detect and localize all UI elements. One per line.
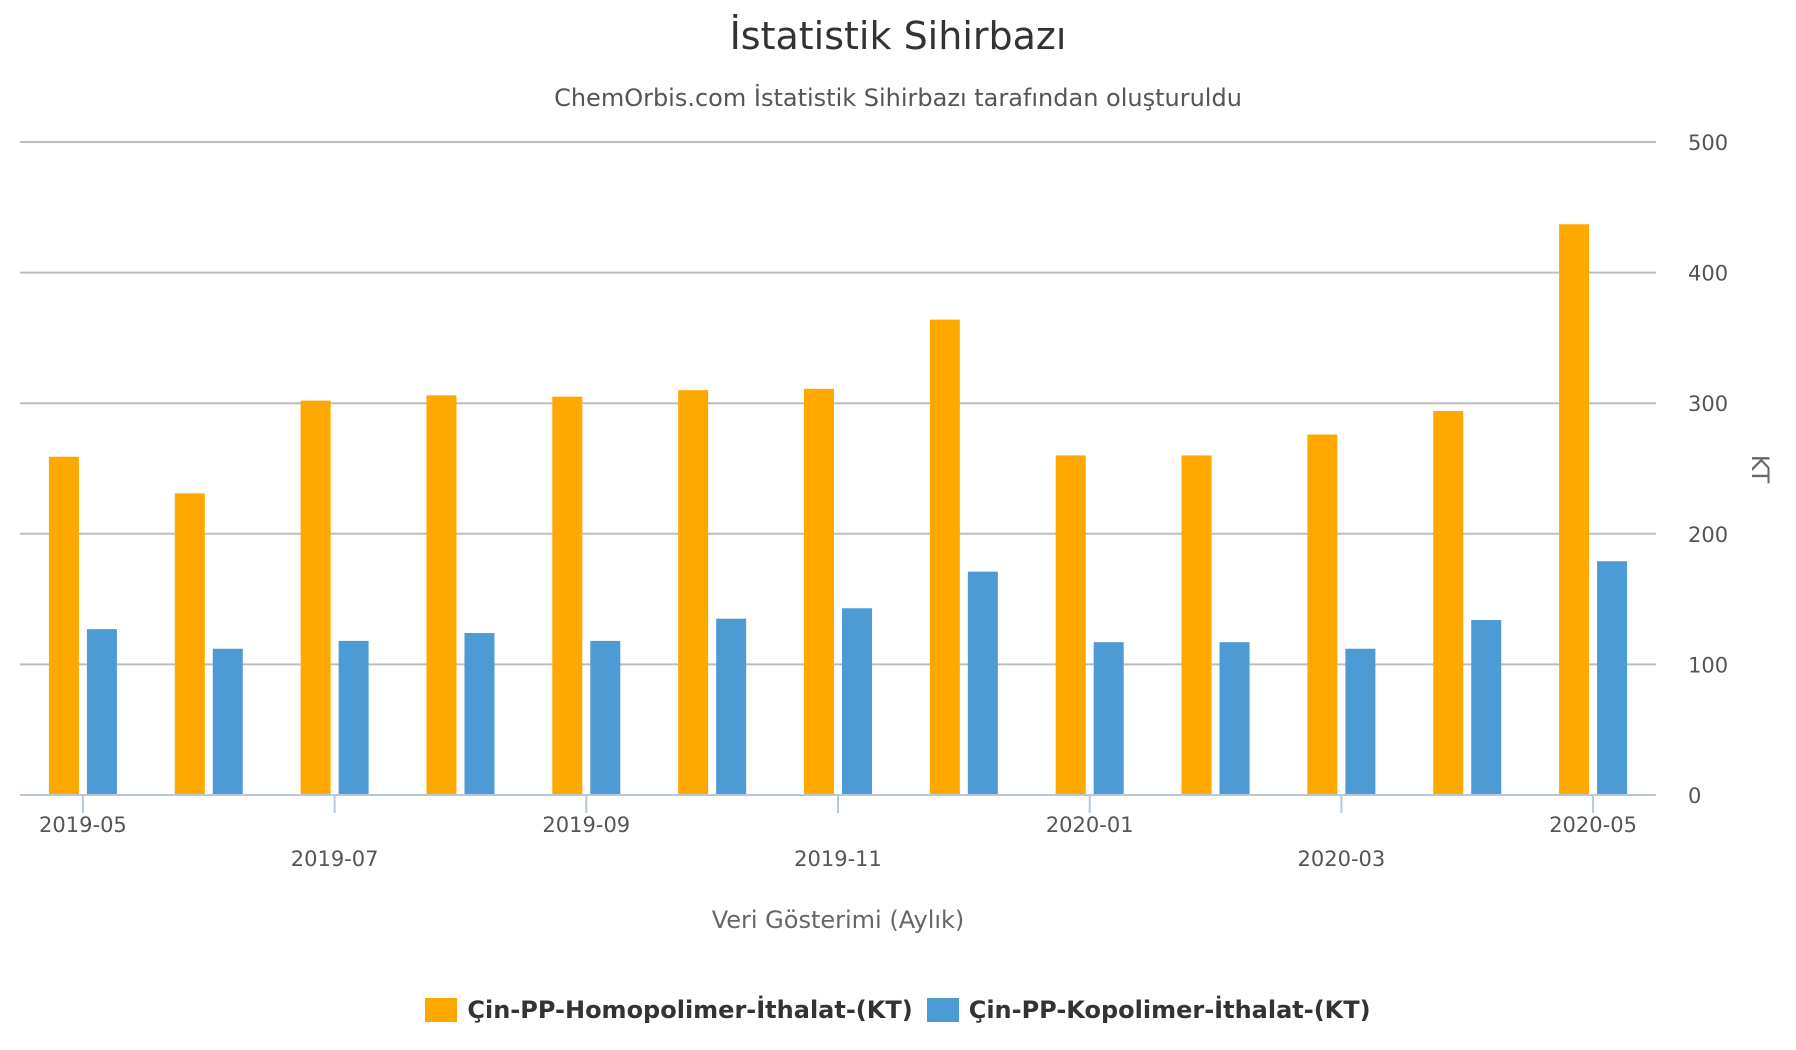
- chart-title: İstatistik Sihirbazı: [729, 14, 1067, 58]
- x-tick-label: 2019-05: [39, 813, 127, 837]
- y-tick-label: 500: [1688, 131, 1728, 155]
- bar-kopolimer: [590, 640, 621, 795]
- legend-swatch: [926, 998, 959, 1022]
- bar-kopolimer: [212, 648, 243, 795]
- bar-kopolimer: [1219, 642, 1250, 795]
- bar-kopolimer: [1345, 648, 1376, 795]
- x-tick-label: 2019-11: [794, 847, 882, 871]
- chart-subtitle: ChemOrbis.com İstatistik Sihirbazı taraf…: [554, 84, 1242, 112]
- y-tick-label: 400: [1688, 262, 1728, 286]
- x-tick-label: 2019-09: [542, 813, 630, 837]
- bar-kopolimer: [967, 571, 998, 795]
- x-tick-label: 2019-07: [291, 847, 379, 871]
- bar-kopolimer: [842, 608, 872, 795]
- bar-kopolimer: [464, 633, 495, 795]
- chart-plot: 0 100 200 300 400 500 2019-05 2019-07 2019-09 201…: [20, 131, 1774, 934]
- y-tick-label: 300: [1688, 392, 1728, 416]
- axes: 0 100 200 300 400 500 2019-05 2019-07 2019-09 201…: [20, 131, 1728, 871]
- bar-kopolimer: [1597, 561, 1628, 795]
- bars: [48, 224, 1628, 795]
- legend-label: Çin-PP-Kopolimer-İthalat-(KT): [968, 996, 1371, 1024]
- bar-homopolimer: [804, 388, 834, 795]
- x-tick-label: 2020-01: [1046, 813, 1134, 837]
- x-tick-label: 2020-03: [1298, 847, 1386, 871]
- x-axis-title: Veri Gösterimi (Aylık): [712, 906, 965, 934]
- bar-homopolimer: [678, 390, 709, 795]
- bar-homopolimer: [426, 395, 457, 795]
- bar-homopolimer: [48, 456, 79, 795]
- bar-homopolimer: [1559, 224, 1590, 795]
- bar-homopolimer: [1307, 434, 1338, 795]
- grid-lines: [20, 141, 1656, 666]
- legend-label: Çin-PP-Homopolimer-İthalat-(KT): [467, 996, 913, 1024]
- y-axis-title: KT: [1746, 455, 1774, 484]
- bar-homopolimer: [552, 396, 583, 795]
- bar-homopolimer: [1055, 455, 1086, 795]
- legend-item[interactable]: Çin-PP-Homopolimer-İthalat-(KT): [425, 996, 913, 1024]
- legend-item[interactable]: Çin-PP-Kopolimer-İthalat-(KT): [926, 996, 1371, 1024]
- bar-homopolimer: [300, 400, 331, 795]
- y-tick-label: 100: [1688, 653, 1728, 677]
- bar-kopolimer: [86, 629, 117, 795]
- x-tick-label: 2020-05: [1549, 813, 1637, 837]
- y-tick-label: 0: [1688, 784, 1701, 808]
- y-tick-label: 200: [1688, 523, 1728, 547]
- bar-kopolimer: [1471, 619, 1502, 795]
- bar-kopolimer: [1093, 642, 1124, 795]
- legend: Çin-PP-Homopolimer-İthalat-(KT) Çin-PP-Ko…: [0, 996, 1796, 1024]
- bar-kopolimer: [716, 618, 747, 795]
- legend-swatch: [425, 998, 458, 1022]
- bar-homopolimer: [174, 493, 205, 795]
- bar-homopolimer: [1433, 411, 1464, 795]
- bar-homopolimer: [929, 319, 960, 795]
- bar-kopolimer: [338, 640, 369, 795]
- bar-homopolimer: [1181, 455, 1212, 795]
